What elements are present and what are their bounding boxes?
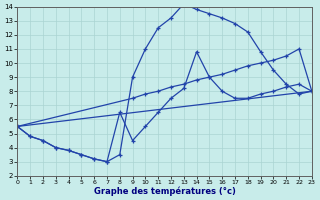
X-axis label: Graphe des températures (°c): Graphe des températures (°c) — [94, 186, 236, 196]
